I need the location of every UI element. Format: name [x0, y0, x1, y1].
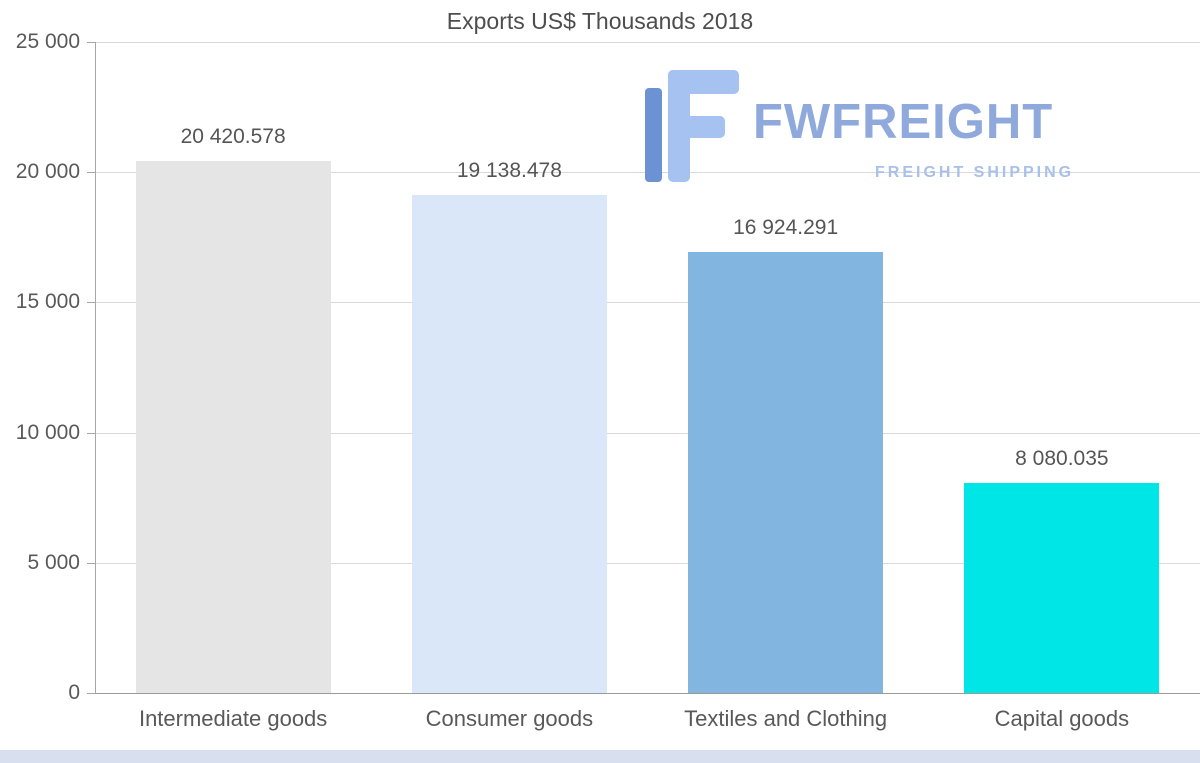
- bar-value-label: 16 924.291: [733, 216, 839, 240]
- y-axis-line: [95, 42, 96, 694]
- gridline: [95, 562, 1200, 564]
- y-tick-mark: [87, 172, 95, 174]
- x-axis-line: [95, 693, 1200, 694]
- y-axis-label: 25 000: [15, 30, 80, 53]
- y-tick-mark: [87, 432, 95, 434]
- y-axis-label: 20 000: [15, 160, 80, 184]
- gridline: [95, 42, 1200, 43]
- chart-title: Exports US$ Thousands 2018: [446, 8, 754, 34]
- y-axis-label: 10 000: [15, 420, 80, 444]
- gridline: [95, 302, 1200, 304]
- gridline: [95, 432, 1200, 434]
- y-tick-mark: [87, 42, 95, 43]
- bar-value-label: 20 420.578: [180, 125, 286, 149]
- bar: [411, 194, 607, 693]
- y-tick-mark: [87, 302, 95, 304]
- x-axis-label: Intermediate goods: [138, 706, 328, 731]
- y-tick-mark: [87, 562, 95, 564]
- x-axis-label: Consumer goods: [425, 706, 594, 731]
- bar: [964, 482, 1160, 693]
- bar: [135, 161, 331, 693]
- bar-value-label: 8 080.035: [1015, 446, 1109, 470]
- x-axis-label: Capital goods: [994, 706, 1130, 731]
- y-axis-label: 15 000: [15, 290, 80, 314]
- plot-area: 20 420.578 19 138.478 16 924.291 8 080.035: [95, 42, 1200, 694]
- y-axis-label: 0: [68, 681, 80, 704]
- x-axis-label: Textiles and Clothing: [684, 706, 888, 731]
- y-tick-mark: [87, 693, 95, 694]
- bar: [688, 252, 884, 693]
- y-axis-label: 5 000: [27, 550, 80, 574]
- bar-value-label: 19 138.478: [456, 158, 562, 182]
- footer-band: [0, 750, 1200, 763]
